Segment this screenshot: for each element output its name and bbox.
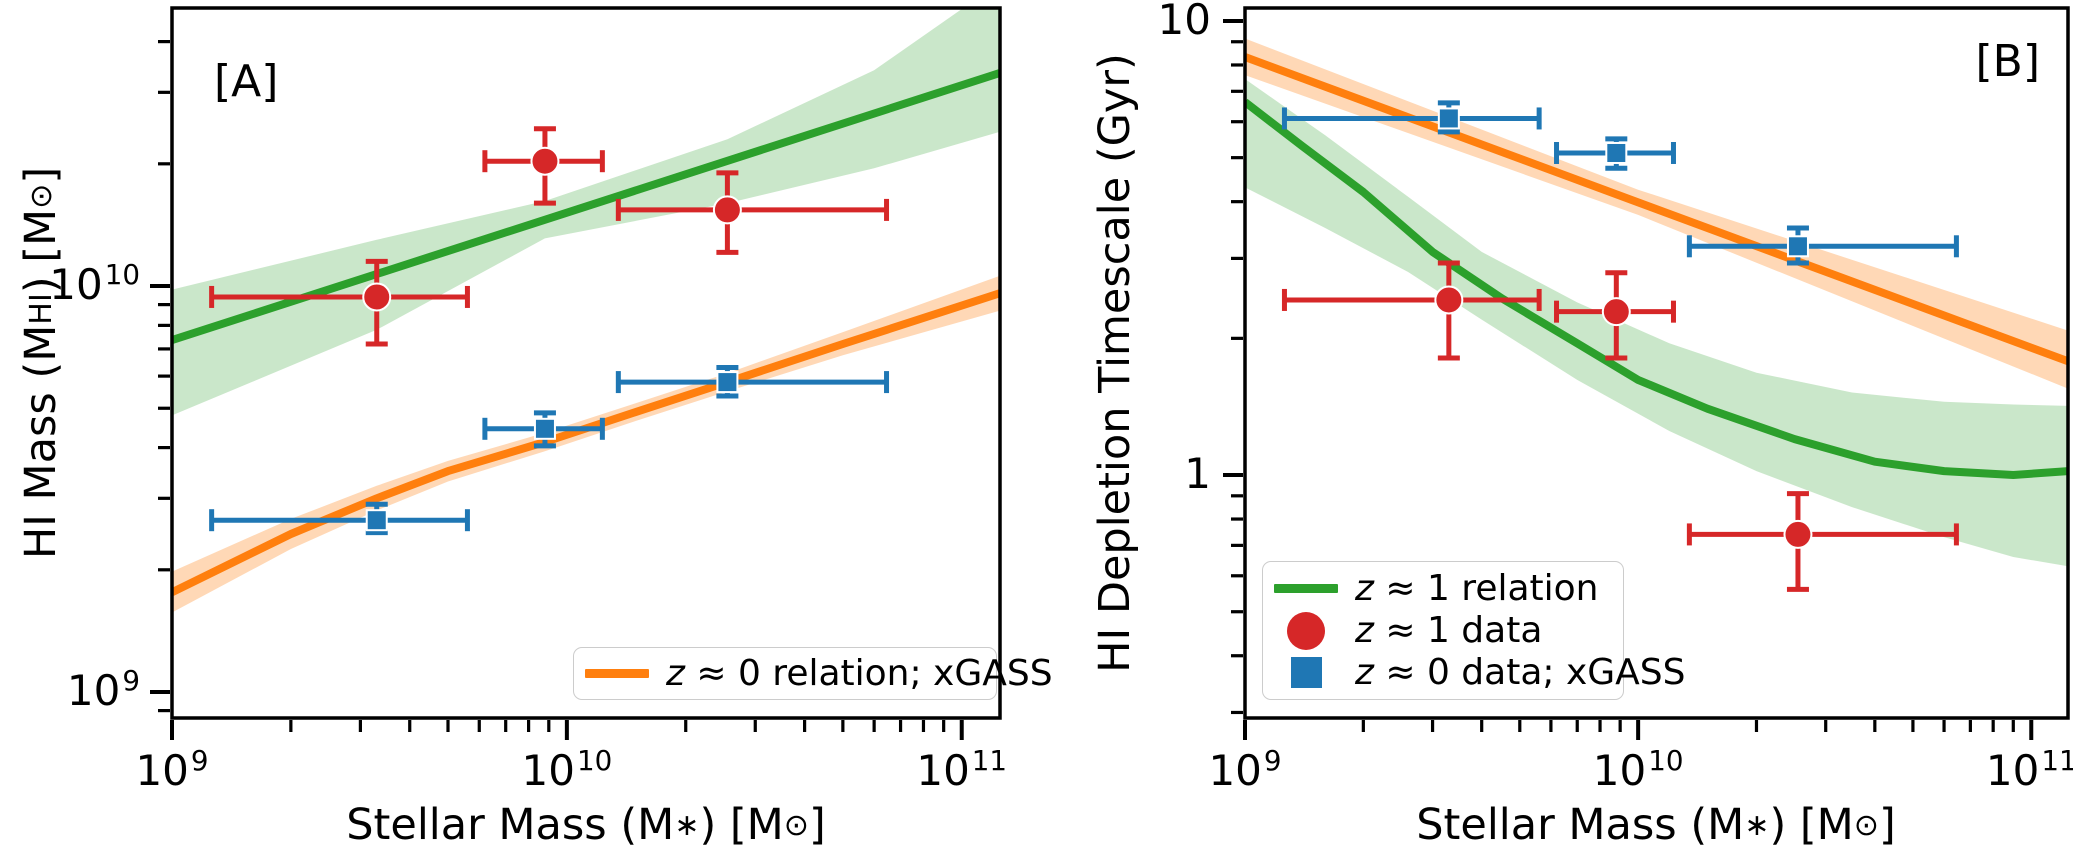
- label-fragment: ]: [16, 166, 67, 184]
- tick-base: 10: [49, 260, 103, 310]
- z0-data-marker-b-1: [1605, 141, 1628, 164]
- z1-data-marker-b-1: [1601, 297, 1631, 327]
- legend-panel-b: z ≈ 1 relation z ≈ 1 data z ≈ 0 data; xGAS…: [1262, 561, 1686, 700]
- tick-base: 10: [521, 746, 575, 795]
- tick-exponent: 10: [1648, 743, 1684, 777]
- legend-circle-swatch: [1287, 611, 1325, 650]
- legend-item: z ≈ 0 data; xGASS: [1263, 652, 1686, 694]
- tick-base: 10: [1592, 746, 1647, 795]
- label-fragment: Stellar Mass (M: [346, 800, 675, 851]
- x-tick-label-b-0: 109: [1145, 746, 1345, 792]
- tick-exponent: 11: [971, 743, 1008, 777]
- legend-item-label: z ≈ 1 data: [1355, 609, 1543, 651]
- z0-data-series-b: [1281, 100, 1959, 266]
- legend-line-swatch: [1274, 584, 1338, 593]
- z0-data-marker-a-1: [533, 417, 556, 440]
- label-fragment: ]: [809, 800, 826, 851]
- label-fragment: ≈ 1 data: [1373, 609, 1543, 651]
- z1-data-marker-b-0: [1434, 285, 1464, 315]
- label-fragment: ≈ 1 relation: [1373, 567, 1599, 609]
- label-fragment: ≈ 0 data; xGASS: [1373, 651, 1686, 693]
- x-tick-label-b-1: 1010: [1538, 746, 1738, 792]
- z1-data-marker-a-0: [362, 282, 392, 312]
- z0-data-marker-b-0: [1437, 107, 1460, 130]
- y-axis-label-panel-b: HI Depletion Timescale (Gyr): [1089, 0, 1143, 813]
- legend-swatch-box: [574, 669, 660, 678]
- z0-data-marker-a-2: [716, 371, 739, 394]
- panel-b-ticks: [1223, 18, 2034, 740]
- label-fragment: ∗: [1744, 807, 1770, 843]
- tick-base: 1: [1184, 449, 1211, 499]
- z1-data-marker-a-1: [530, 146, 560, 176]
- label-fragment: z: [1355, 609, 1374, 651]
- z1-data-marker-b-2: [1783, 519, 1813, 549]
- label-fragment: ⊙: [1853, 807, 1879, 843]
- z0-data-marker-a-0: [365, 509, 388, 532]
- z1-relation-band-b: [1245, 79, 2068, 567]
- z0-data-marker-b-2: [1786, 235, 1809, 258]
- legend-swatch-box: [1263, 657, 1349, 688]
- label-fragment: ≈ 0 relation; xGASS: [684, 652, 1053, 694]
- tick-base: 10: [916, 746, 970, 795]
- z0-data-series-a: [209, 365, 890, 536]
- legend-swatch-box: [1263, 611, 1349, 650]
- tick-exponent: 10: [104, 257, 140, 291]
- label-fragment: z: [1355, 567, 1374, 609]
- x-tick-label-a-0: 109: [72, 746, 272, 792]
- label-fragment: ) [M: [699, 800, 784, 851]
- x-tick-label-a-2: 1011: [862, 746, 1062, 792]
- z1-data-marker-a-2: [712, 195, 742, 225]
- panel-b-spines: [1243, 6, 2070, 720]
- x-tick-label-a-1: 1010: [467, 746, 667, 792]
- panel-a-letter: [A]: [214, 56, 279, 107]
- z0-relation-line-b: [1245, 53, 2068, 366]
- legend-item-label: z ≈ 1 relation: [1355, 567, 1599, 609]
- legend-item: z ≈ 0 relation; xGASS: [574, 653, 1053, 695]
- legend-line-swatch: [585, 669, 649, 678]
- panel-b-letter: [B]: [1975, 36, 2040, 87]
- legend-item-label: z ≈ 0 relation; xGASS: [666, 652, 1053, 694]
- panel-a-ticks: [150, 40, 964, 740]
- x-tick-label-b-2: 1011: [1931, 746, 2073, 792]
- tick-base: 10: [1208, 746, 1262, 795]
- tick-exponent: 9: [122, 663, 140, 697]
- label-fragment: HI Mass (M: [16, 324, 67, 560]
- tick-exponent: 10: [576, 743, 613, 777]
- label-fragment: ]: [1879, 800, 1896, 851]
- x-axis-label-panel-b: Stellar Mass (M ∗) [M ⊙]: [1306, 799, 2006, 851]
- panel-a-spines: [170, 6, 1002, 720]
- tick-exponent: 9: [190, 743, 209, 777]
- tick-exponent: 11: [2041, 743, 2073, 777]
- legend-item-label: z ≈ 0 data; xGASS: [1355, 651, 1686, 693]
- legend-panel-a: z ≈ 0 relation; xGASS: [573, 647, 1053, 700]
- label-fragment: HI Depletion Timescale (Gyr): [1090, 53, 1141, 673]
- label-fragment: ∗: [674, 807, 700, 843]
- y-tick-label-b-1: 10: [1063, 0, 1213, 41]
- legend-item: z ≈ 1 data: [1263, 610, 1623, 652]
- label-fragment: ⊙: [783, 807, 809, 843]
- legend-square-swatch: [1290, 657, 1322, 688]
- tick-base: 10: [135, 746, 189, 795]
- label-fragment: z: [666, 652, 685, 694]
- z1-data-series-b: [1281, 260, 1959, 592]
- z1-data-series-a: [209, 126, 890, 347]
- y-tick-label-b-0: 1: [1063, 453, 1213, 495]
- z1-relation-line-a: [172, 69, 1000, 344]
- tick-base: 10: [66, 666, 121, 716]
- y-tick-label-a-0: 109: [0, 666, 140, 712]
- z1-relation-line-b: [1245, 98, 2068, 479]
- label-fragment: ) [M: [1769, 800, 1854, 851]
- label-fragment: ⊙: [23, 183, 59, 209]
- label-fragment: Stellar Mass (M: [1416, 800, 1745, 851]
- tick-exponent: 9: [1263, 743, 1282, 777]
- legend-swatch-box: [1263, 584, 1349, 593]
- tick-base: 10: [1985, 746, 2040, 795]
- y-tick-label-a-1: 1010: [0, 260, 140, 306]
- tick-base: 10: [1157, 0, 1211, 44]
- legend-item: z ≈ 1 relation: [1263, 568, 1623, 610]
- x-axis-label-panel-a: Stellar Mass (M ∗) [M ⊙]: [236, 799, 936, 851]
- label-fragment: z: [1355, 651, 1374, 693]
